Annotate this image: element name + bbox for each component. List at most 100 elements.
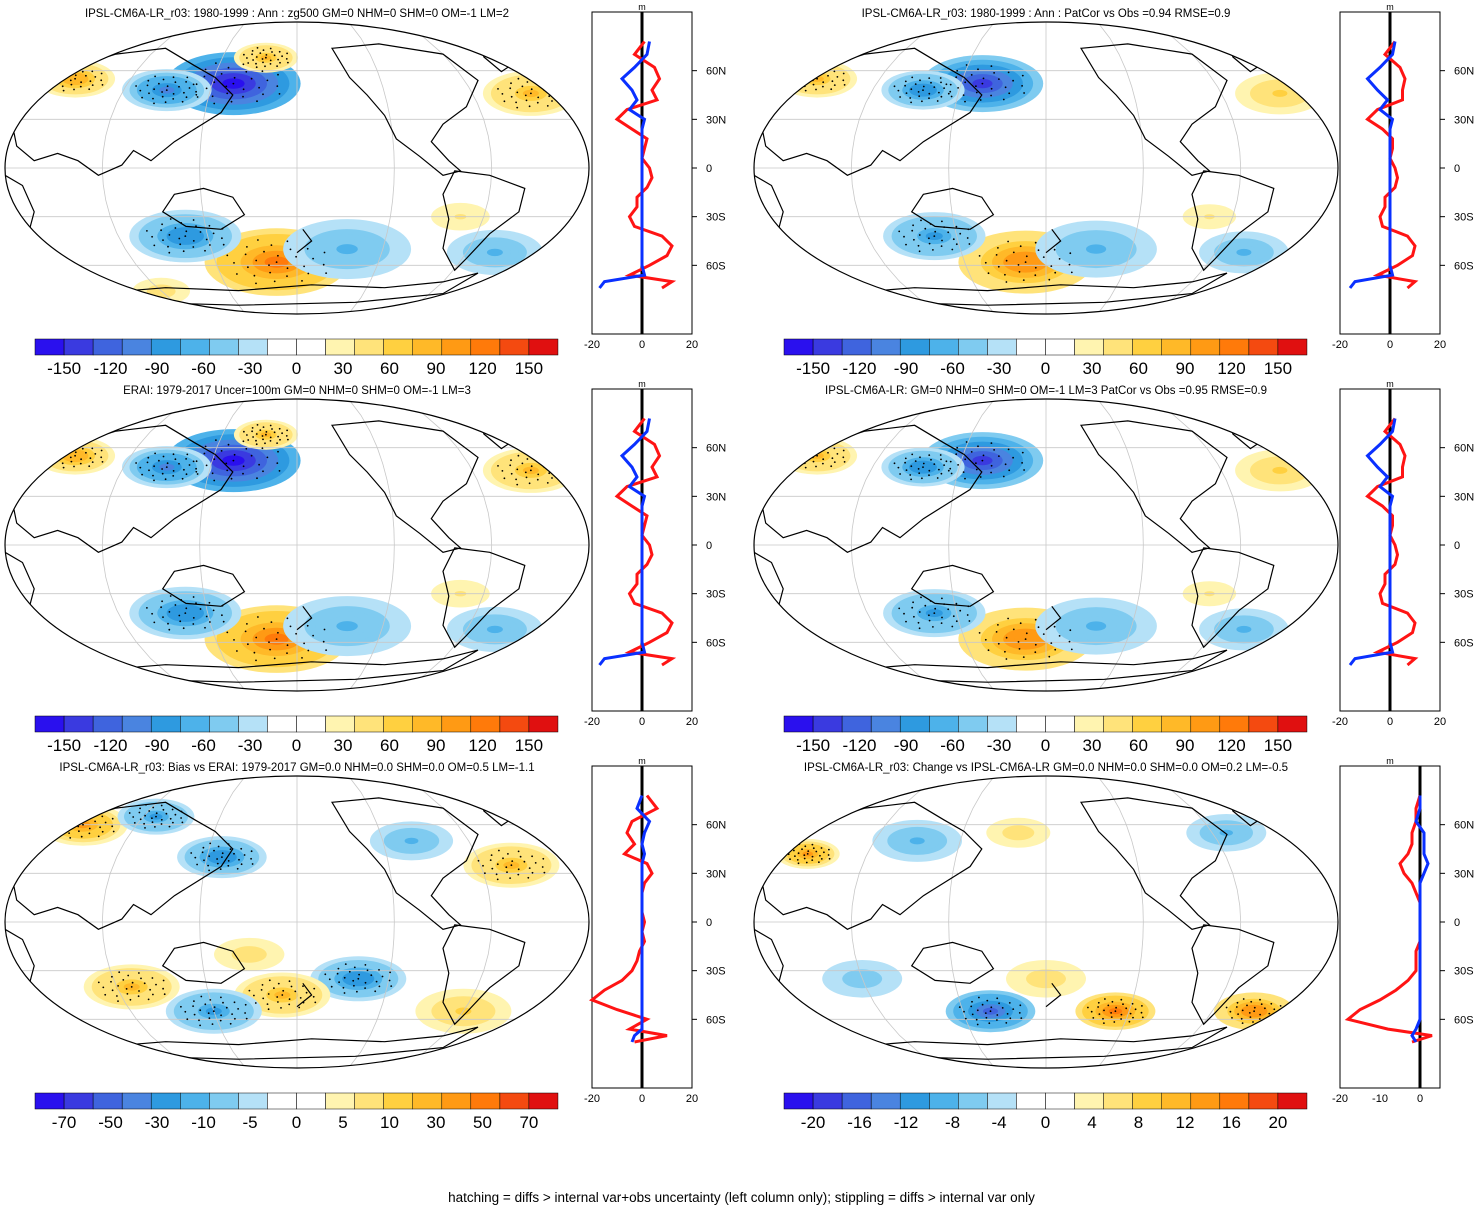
stipple-dot — [287, 438, 289, 441]
stipple-dot — [122, 979, 125, 981]
anomaly-contour — [404, 837, 419, 845]
stipple-dot — [995, 254, 998, 256]
stipple-dot — [273, 54, 276, 57]
stipple-dot — [945, 83, 948, 86]
stipple-dot — [255, 62, 257, 65]
stipple-dot — [269, 47, 272, 50]
profile-x-tick: -20 — [584, 716, 600, 728]
profile-x-tick: 20 — [686, 1093, 698, 1105]
colorbar-tick-label: 12 — [1176, 1113, 1195, 1132]
stipple-dot — [343, 976, 346, 979]
profile-x-tick: 0 — [1387, 716, 1393, 728]
stipple-dot — [818, 861, 820, 864]
colorbar-swatch — [121, 338, 152, 356]
stipple-dot — [101, 84, 104, 86]
stipple-dot — [268, 979, 271, 982]
stipple-dot — [503, 477, 506, 480]
stipple-dot — [1005, 636, 1008, 639]
stipple-dot — [1012, 1008, 1015, 1010]
stipple-dot — [497, 465, 499, 467]
stipple-dot — [192, 246, 195, 248]
stipple-dot — [279, 438, 281, 441]
colorbar-swatch — [499, 338, 530, 356]
stipple-dot — [1120, 1018, 1122, 1020]
stipple-dot — [799, 69, 802, 72]
stipple-dot — [137, 995, 140, 998]
stipple-dot — [328, 978, 331, 981]
stipple-dot — [198, 1019, 200, 1022]
profile-lat-tick: 30S — [1454, 966, 1474, 978]
colorbar-swatch — [1132, 715, 1163, 733]
profile-lat-tick: 0 — [706, 917, 712, 929]
stipple-dot — [816, 77, 818, 80]
stipple-dot — [1019, 622, 1022, 625]
stipple-dot — [951, 625, 954, 628]
stipple-dot — [794, 461, 796, 464]
stipple-dot — [67, 449, 69, 451]
colorbar-tick-label: -150 — [796, 736, 830, 755]
stipple-dot — [183, 468, 185, 471]
stipple-dot — [246, 246, 248, 248]
stipple-dot — [162, 979, 165, 982]
stipple-dot — [554, 467, 557, 469]
stipple-dot — [911, 229, 914, 232]
stipple-dot — [101, 830, 104, 833]
stipple-dot — [192, 83, 195, 86]
stipple-dot — [69, 837, 72, 839]
stipple-dot — [928, 77, 931, 79]
stipple-dot — [248, 989, 251, 992]
colorbar-tick-label: 10 — [380, 1113, 399, 1132]
stipple-dot — [516, 106, 519, 109]
stipple-dot — [364, 981, 367, 984]
panel-title: ERAI: 1979-2017 Uncer=100m GM=0 NHM=0 SH… — [123, 385, 471, 397]
stipple-dot — [144, 814, 147, 817]
stipple-dot — [1021, 451, 1024, 454]
colorbar-tick-label: -8 — [945, 1113, 960, 1132]
stipple-dot — [968, 243, 971, 245]
stipple-dot — [171, 808, 174, 811]
profile-ensemble-line — [598, 41, 651, 289]
coastline — [1079, 797, 1228, 930]
stipple-dot — [138, 811, 141, 814]
stipple-dot — [200, 995, 203, 998]
colorbar-swatch — [1219, 338, 1250, 356]
colorbar-swatch — [1074, 1092, 1104, 1110]
panel-top-right: IPSL-CM6A-LR_r03: 1980-1999 : Ann : PatC… — [753, 2, 1474, 378]
stipple-dot — [523, 860, 526, 863]
stipple-dot — [990, 65, 993, 67]
stipple-dot — [788, 74, 791, 76]
colorbar-swatch — [841, 1092, 872, 1110]
stipple-dot — [288, 1003, 291, 1006]
colorbar-swatch — [1219, 715, 1250, 733]
panel-top-left: IPSL-CM6A-LR_r03: 1980-1999 : Ann : zg50… — [4, 2, 726, 378]
stipple-dot — [911, 76, 914, 79]
stipple-dot — [129, 998, 132, 1001]
stipple-dot — [199, 231, 202, 233]
stipple-dot — [1241, 1009, 1244, 1012]
stipple-dot — [904, 84, 906, 87]
stipple-dot — [1240, 1017, 1243, 1020]
stipple-dot — [266, 456, 269, 459]
stipple-dot — [286, 267, 289, 270]
stipple-dot — [88, 827, 91, 830]
stipple-dot — [1018, 648, 1021, 650]
stipple-dot — [62, 89, 65, 92]
stipple-dot — [561, 94, 564, 96]
stipple-dot — [260, 989, 263, 991]
stipple-dot — [312, 257, 314, 260]
stipple-dot — [965, 441, 968, 443]
stipple-dot — [162, 455, 165, 458]
stipple-dot — [918, 611, 921, 613]
stipple-dot — [253, 994, 255, 997]
stipple-dot — [165, 466, 168, 468]
stipple-dot — [181, 100, 184, 103]
stipple-dot — [73, 88, 75, 91]
profile-x-tick: 0 — [639, 339, 645, 351]
stipple-dot — [67, 72, 69, 74]
stipple-dot — [934, 607, 937, 610]
stipple-dot — [910, 88, 913, 91]
stipple-dot — [964, 477, 966, 480]
stipple-dot — [322, 263, 325, 266]
coastline — [1191, 924, 1275, 1026]
stipple-dot — [1053, 625, 1056, 628]
